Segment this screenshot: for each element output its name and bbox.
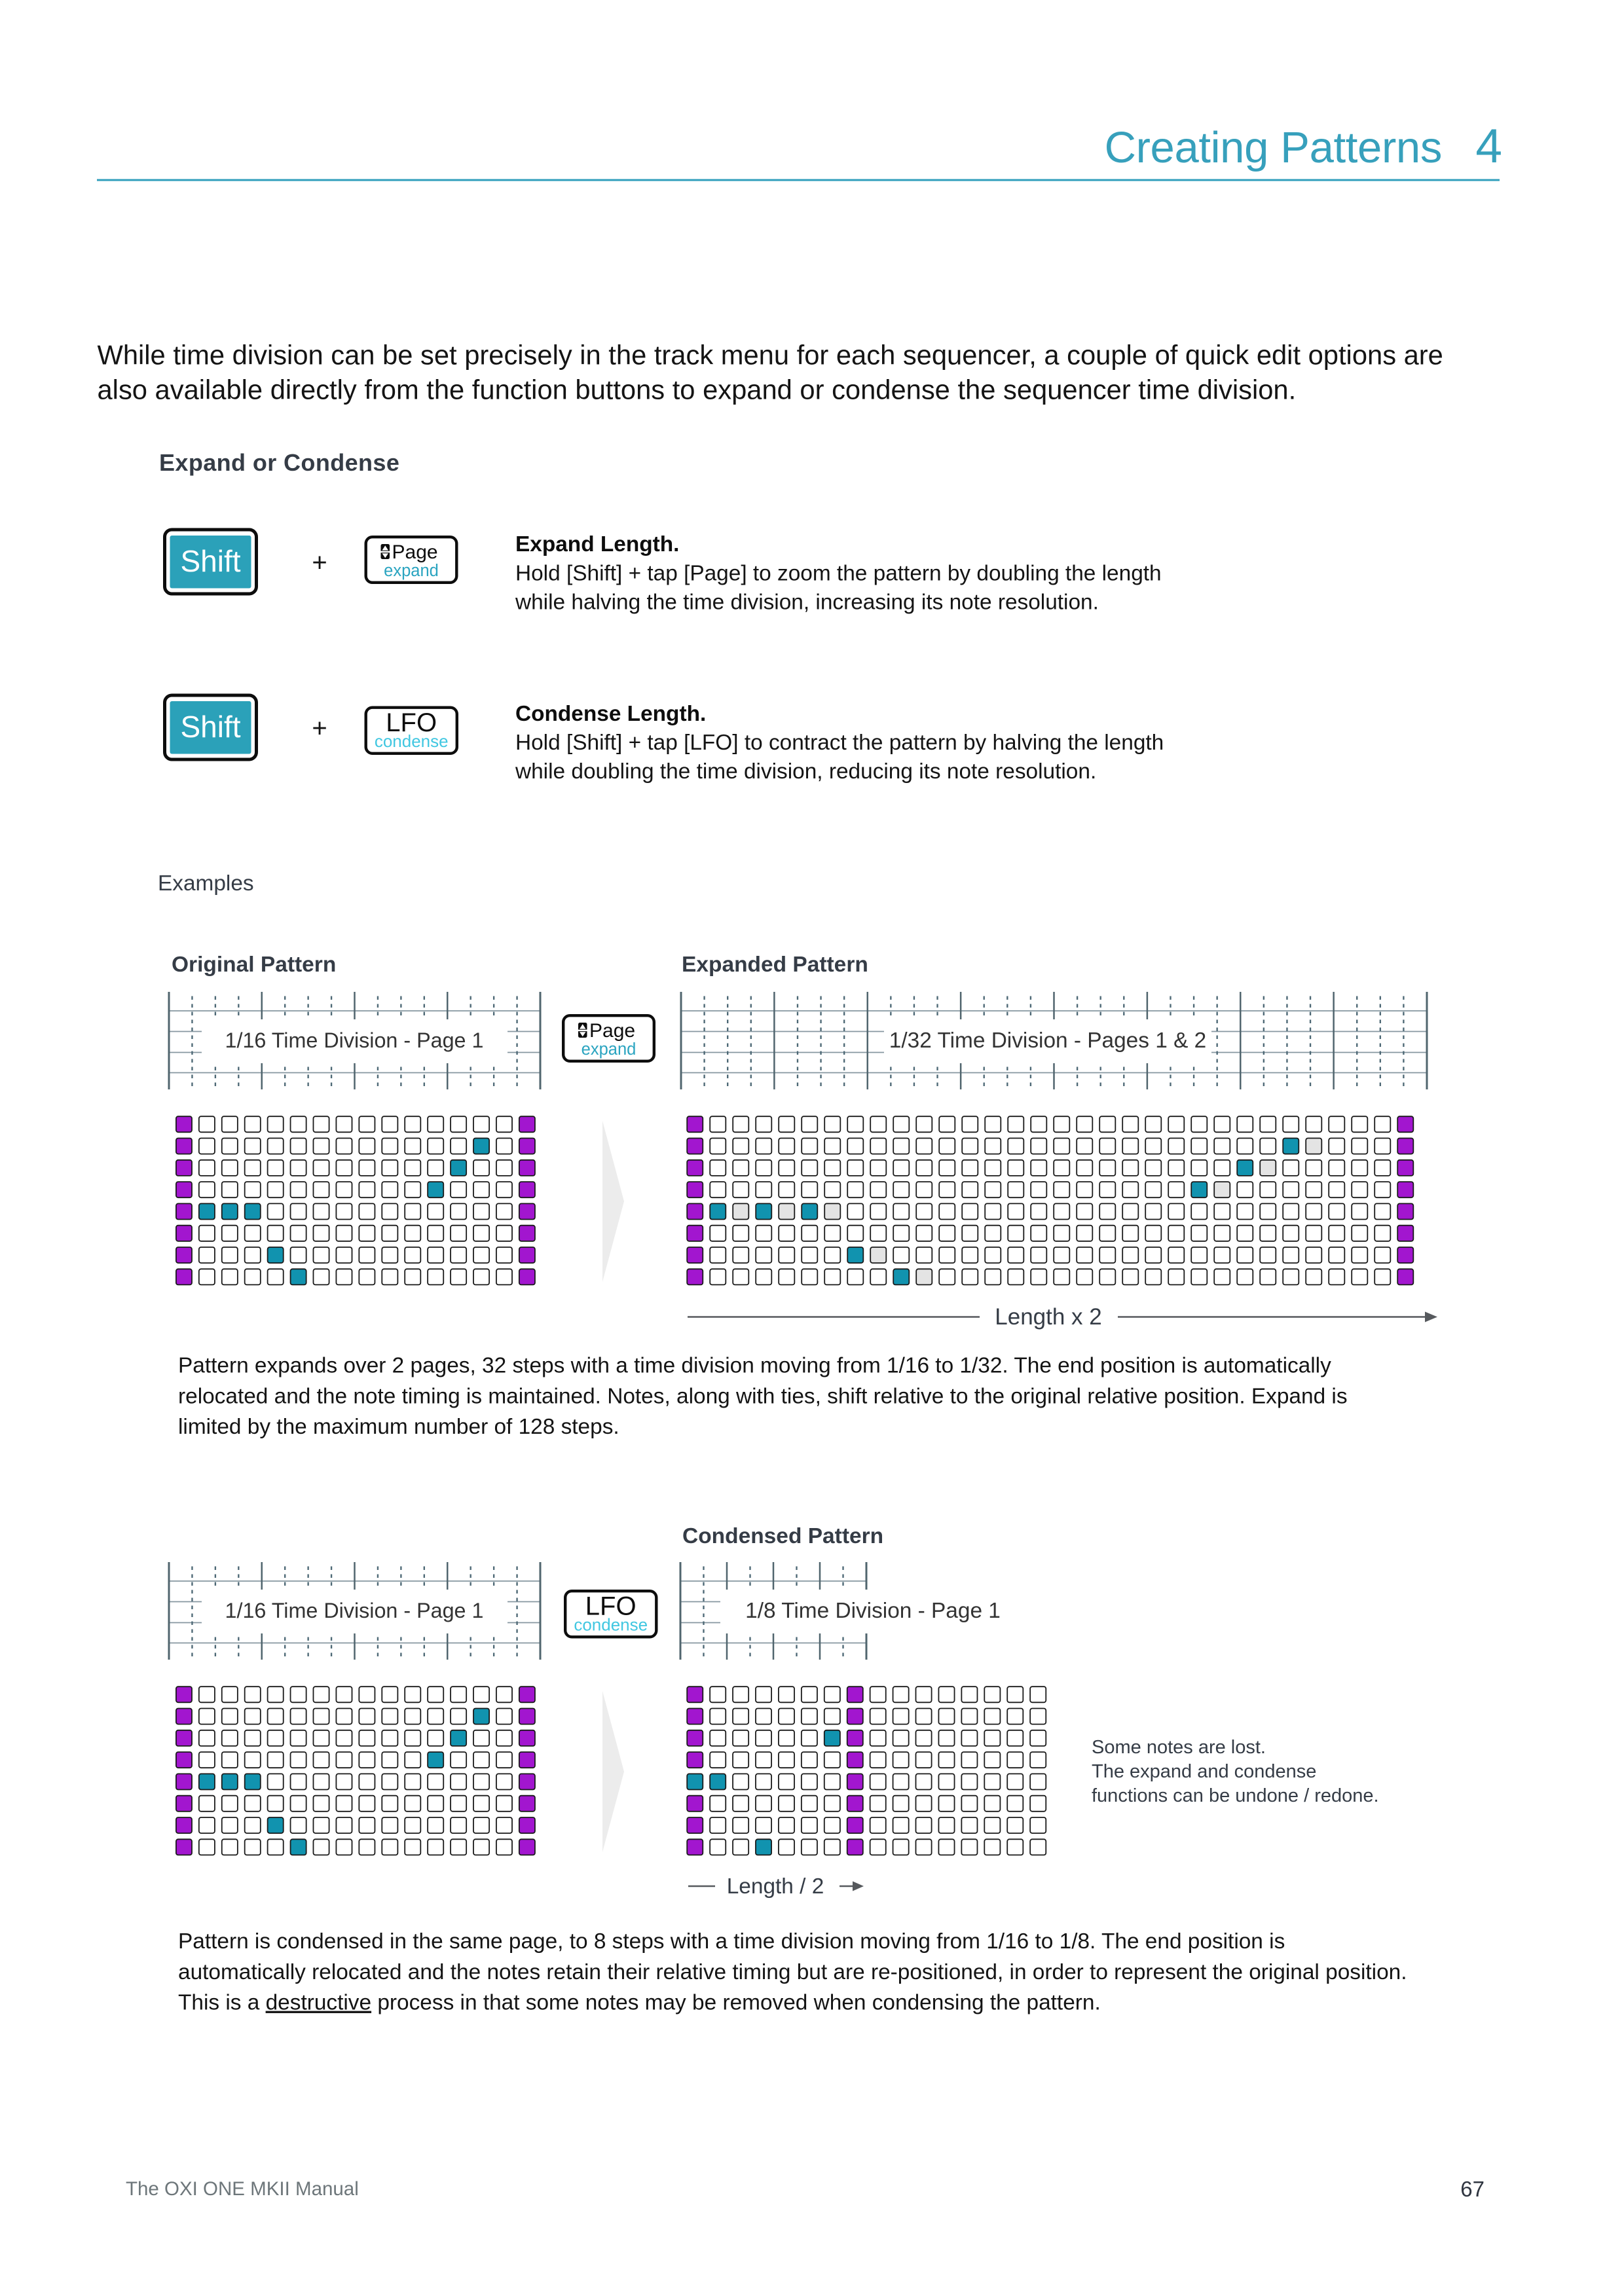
svg-text:while doubling the time divisi: while doubling the time division, reduci… xyxy=(515,759,1096,784)
svg-text:Some notes are lost.: Some notes are lost. xyxy=(1092,1737,1266,1758)
svg-text:expand: expand xyxy=(384,562,439,580)
svg-text:The expand and condense: The expand and condense xyxy=(1092,1761,1316,1782)
svg-text:LFO: LFO xyxy=(386,708,437,737)
svg-text:condense: condense xyxy=(574,1615,648,1635)
svg-text:Length x 2: Length x 2 xyxy=(995,1304,1101,1330)
svg-text:+: + xyxy=(312,714,327,743)
svg-text:also available directly from t: also available directly from the functio… xyxy=(98,374,1297,405)
svg-text:Hold [Shift] + tap [LFO] to co: Hold [Shift] + tap [LFO] to contract the… xyxy=(515,731,1164,755)
svg-text:Expand or Condense: Expand or Condense xyxy=(159,449,399,476)
svg-text:limited by the maximum number: limited by the maximum number of 128 ste… xyxy=(178,1415,619,1439)
svg-text:LFO: LFO xyxy=(585,1592,637,1621)
svg-text:1/16 Time Division - Page 1: 1/16 Time Division - Page 1 xyxy=(225,1029,484,1052)
svg-text:Shift: Shift xyxy=(180,710,240,744)
svg-text:Expand Length.: Expand Length. xyxy=(515,532,679,556)
svg-text:Expanded Pattern: Expanded Pattern xyxy=(682,953,868,977)
svg-text:+: + xyxy=(312,549,327,577)
svg-text:Page: Page xyxy=(392,541,438,563)
svg-text:Pattern expands over 2 pages,: Pattern expands over 2 pages, 32 steps w… xyxy=(178,1354,1331,1378)
svg-text:Length / 2: Length / 2 xyxy=(727,1874,824,1899)
svg-text:1/8 Time Division - Page 1: 1/8 Time Division - Page 1 xyxy=(745,1599,1001,1623)
svg-text:Examples: Examples xyxy=(158,871,254,896)
svg-text:Condensed Pattern: Condensed Pattern xyxy=(682,1524,883,1548)
svg-text:67: 67 xyxy=(1460,2177,1485,2201)
svg-text:The OXI ONE MKII Manual: The OXI ONE MKII Manual xyxy=(126,2178,359,2200)
svg-text:Creating Patterns: Creating Patterns xyxy=(1105,123,1442,172)
svg-text:Pattern is condensed in the sa: Pattern is condensed in the same page, t… xyxy=(178,1929,1285,1954)
svg-text:functions can be undone / redo: functions can be undone / redone. xyxy=(1092,1785,1379,1806)
svg-text:1/32 Time Division - Pages 1 &: 1/32 Time Division - Pages 1 & 2 xyxy=(889,1029,1206,1053)
svg-text:While time division can be set: While time division can be set precisely… xyxy=(98,340,1443,371)
svg-text:Hold [Shift] + tap [Page] to z: Hold [Shift] + tap [Page] to zoom the pa… xyxy=(515,562,1162,586)
svg-text:relocated and the note timing: relocated and the note timing is maintai… xyxy=(178,1384,1348,1408)
svg-text:Page: Page xyxy=(589,1020,635,1042)
svg-text:automatically relocated and th: automatically relocated and the notes re… xyxy=(178,1960,1407,1984)
svg-text:Condense Length.: Condense Length. xyxy=(515,702,706,726)
svg-text:expand: expand xyxy=(581,1040,637,1059)
svg-text:1/16 Time Division - Page 1: 1/16 Time Division - Page 1 xyxy=(225,1599,484,1622)
svg-text:This is a destructive process: This is a destructive process in that so… xyxy=(178,1991,1101,2015)
svg-text:while halving the time divisio: while halving the time division, increas… xyxy=(515,591,1099,615)
svg-text:Original Pattern: Original Pattern xyxy=(172,953,336,977)
svg-text:condense: condense xyxy=(375,731,449,751)
svg-text:Shift: Shift xyxy=(180,544,240,578)
svg-text:4: 4 xyxy=(1475,120,1502,173)
